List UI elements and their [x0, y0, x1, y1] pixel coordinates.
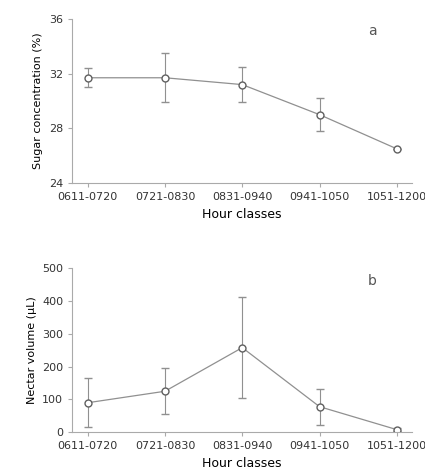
Text: b: b: [368, 274, 377, 288]
X-axis label: Hour classes: Hour classes: [202, 457, 282, 470]
X-axis label: Hour classes: Hour classes: [202, 208, 282, 220]
Text: a: a: [368, 24, 377, 38]
Y-axis label: Nectar volume (µL): Nectar volume (µL): [26, 296, 37, 404]
Y-axis label: Sugar concentration (%): Sugar concentration (%): [34, 33, 43, 169]
